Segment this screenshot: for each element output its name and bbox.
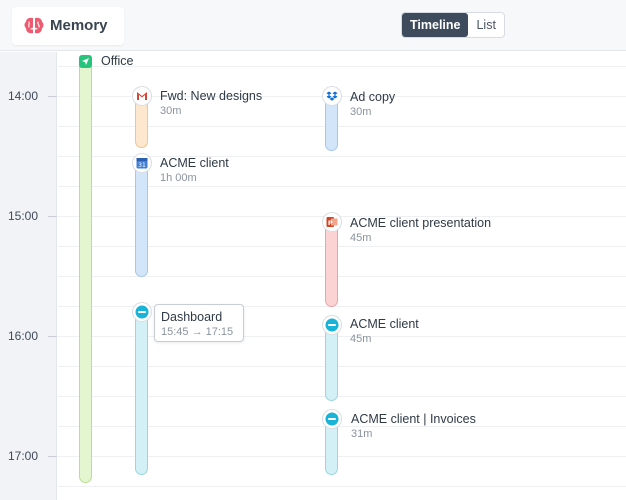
grid-line (58, 96, 626, 97)
svg-text:P: P (328, 219, 333, 227)
time-axis (0, 52, 57, 500)
svg-text:31: 31 (138, 162, 146, 169)
event-duration: 31m (351, 428, 373, 440)
calendar-icon: 31 (133, 154, 151, 172)
app-header: Memory Timeline List (0, 0, 626, 51)
app-logo[interactable]: Memory (12, 7, 124, 45)
event-title[interactable]: Fwd: New designs (160, 89, 263, 103)
event-title[interactable]: ACME client (350, 317, 419, 331)
event-title[interactable]: Ad copy (350, 90, 396, 104)
view-toggle: Timeline List (401, 12, 505, 38)
grid-line (58, 426, 626, 427)
app-name: Memory (50, 17, 108, 34)
grid-line (58, 396, 626, 397)
event-duration: 45m (350, 232, 372, 244)
grid-line (58, 276, 626, 277)
hour-label: 16:00 (8, 329, 39, 343)
location-label: Office (101, 54, 134, 68)
location-bar-office[interactable] (79, 58, 92, 483)
hour-label: 14:00 (8, 89, 39, 103)
grid-line (58, 486, 626, 487)
location-arrow-icon (79, 55, 92, 68)
event-bar-dashboard[interactable] (135, 306, 148, 475)
browser-icon (323, 410, 341, 428)
event-detail-card[interactable]: Dashboard 15:45 → 17:15 (154, 304, 244, 342)
event-duration: 45m (350, 333, 372, 345)
event-time-range: 15:45 → 17:15 (161, 326, 234, 338)
event-title[interactable]: ACME client | Invoices (351, 412, 476, 426)
grid-line (58, 66, 626, 67)
event-title[interactable]: ACME client presentation (350, 216, 492, 230)
grid-line (58, 126, 626, 127)
grid-line (58, 216, 626, 217)
timeline-tab[interactable]: Timeline (402, 13, 469, 37)
hour-label: 15:00 (8, 209, 39, 223)
hour-tick (48, 456, 57, 457)
grid-line (58, 246, 626, 247)
powerpoint-icon: P (323, 213, 341, 231)
hour-tick (48, 216, 57, 217)
grid-line (58, 306, 626, 307)
hour-tick (48, 336, 57, 337)
gmail-icon (133, 87, 151, 105)
grid-line (58, 186, 626, 187)
dropbox-icon (323, 87, 341, 105)
grid-line (58, 366, 626, 367)
event-duration: 30m (160, 105, 182, 117)
list-tab[interactable]: List (476, 18, 496, 32)
browser-icon (323, 316, 341, 334)
event-title: Dashboard (161, 310, 223, 324)
event-bar-acme-client[interactable] (135, 156, 148, 277)
browser-icon (133, 303, 151, 321)
brain-icon (23, 16, 45, 36)
grid-line (58, 156, 626, 157)
event-duration: 1h 00m (160, 172, 197, 184)
grid-line (58, 336, 626, 337)
event-title[interactable]: ACME client (160, 156, 229, 170)
event-duration: 30m (350, 106, 372, 118)
grid-line (58, 456, 626, 457)
hour-label: 17:00 (8, 449, 39, 463)
hour-tick (48, 96, 57, 97)
